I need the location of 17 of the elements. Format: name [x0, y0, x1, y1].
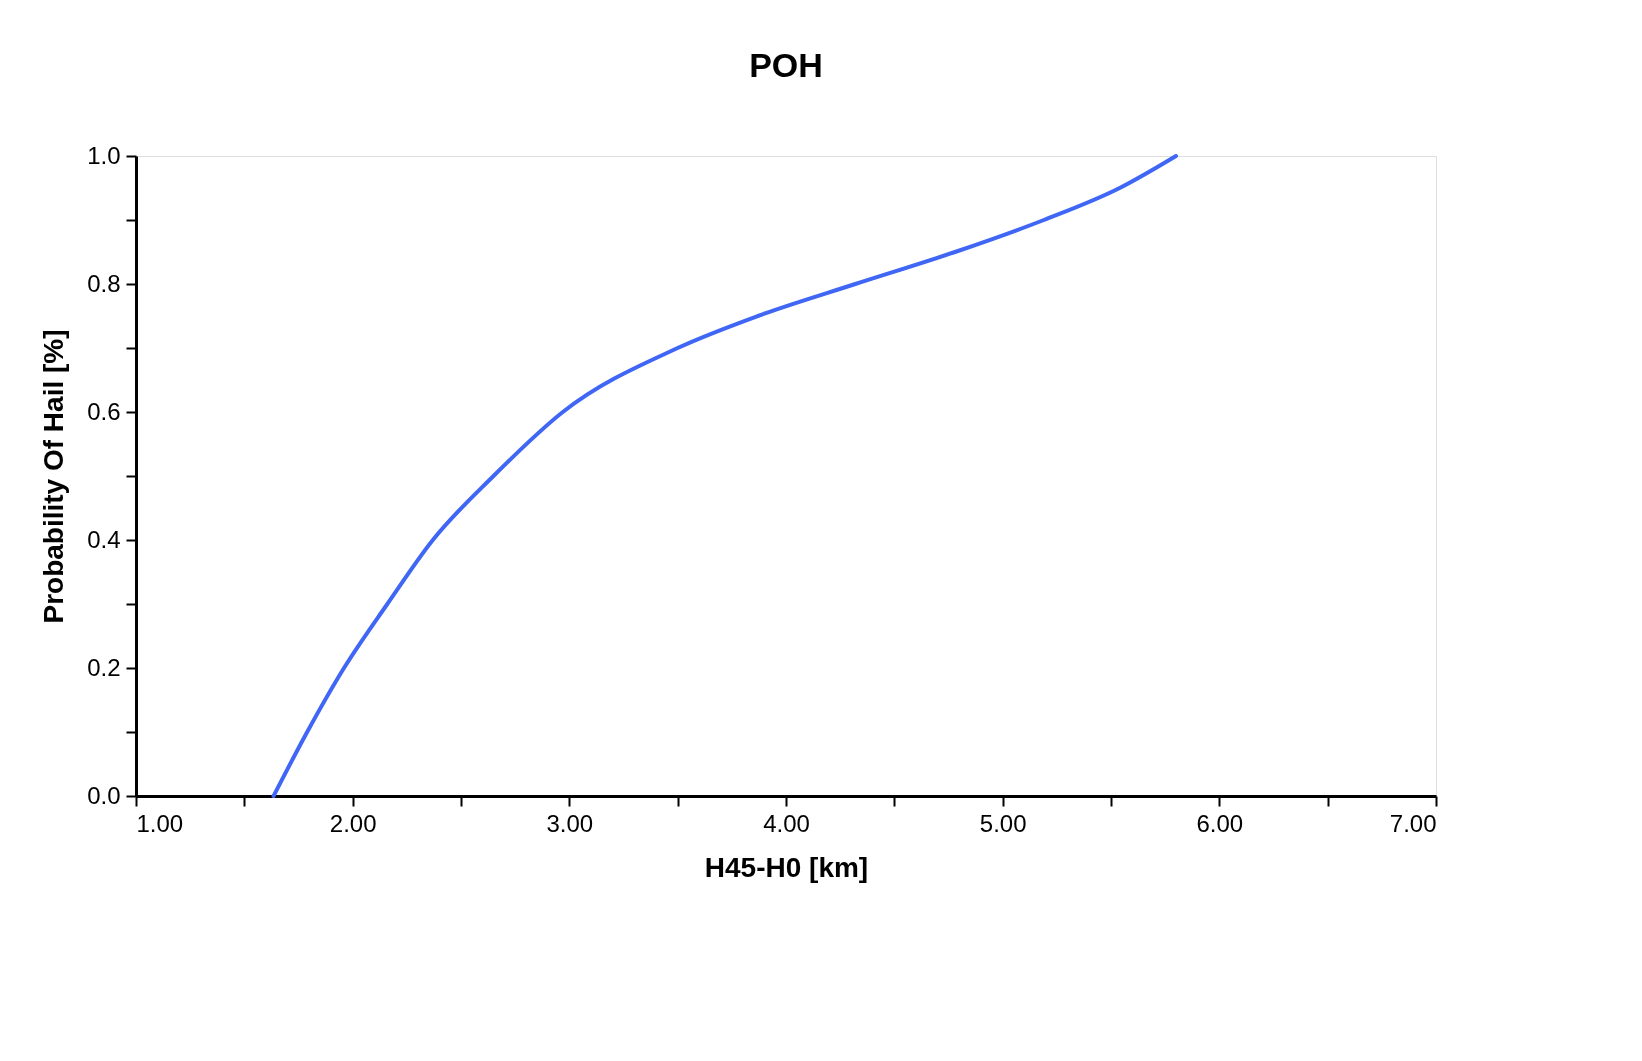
y-tick-label: 1.0: [87, 141, 121, 169]
y-axis-title: Probability Of Hail [%]: [38, 329, 70, 624]
x-tick-label: 3.00: [546, 809, 594, 837]
y-tick-label: 0.0: [87, 781, 121, 809]
x-axis-title: H45-H0 [km]: [704, 851, 869, 883]
x-tick-label: 4.00: [763, 809, 810, 837]
line-series: [271, 154, 1178, 798]
y-tick-label: 0.2: [87, 653, 121, 681]
y-tick-label: 0.6: [87, 397, 121, 425]
x-tick-label: 2.00: [329, 809, 377, 837]
chart-title: POH: [749, 46, 823, 84]
x-tick-label: 6.00: [1196, 809, 1244, 837]
x-tick-label: 5.00: [979, 809, 1027, 837]
y-tick-label: 0.8: [87, 269, 121, 297]
x-tick-label: 7.00: [1389, 809, 1437, 837]
x-tick-label: 1.00: [136, 809, 184, 837]
y-tick-label: 0.4: [87, 525, 121, 553]
